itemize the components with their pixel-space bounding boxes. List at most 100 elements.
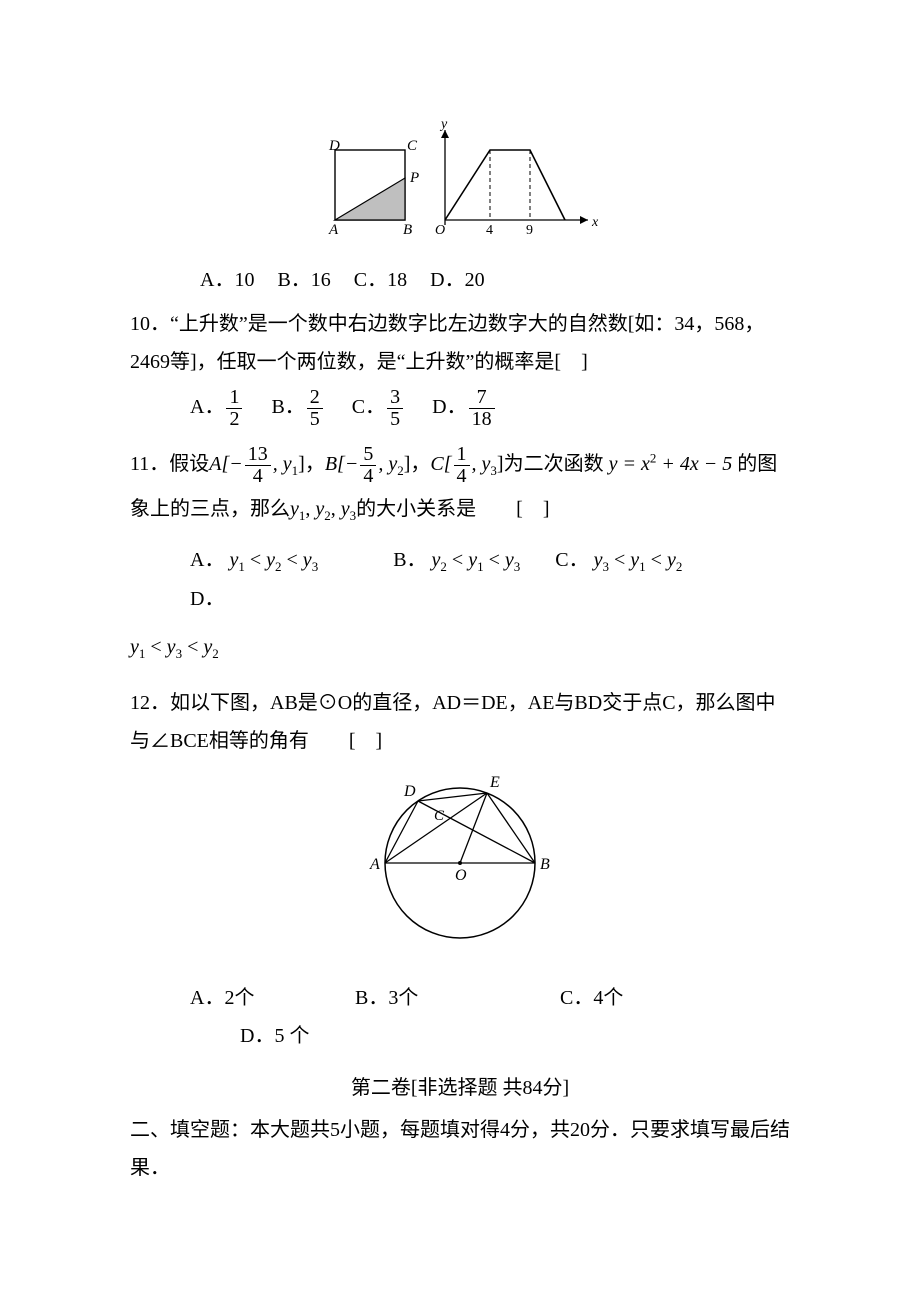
q10-A-lead: A．	[190, 396, 224, 418]
q11-extra-line: y1 < y3 < y2	[130, 628, 790, 667]
q11-oC3: y	[667, 549, 676, 571]
label-D: D	[328, 138, 340, 154]
label-y: y	[439, 120, 448, 132]
q9-options: A．10 B．16 C．18 D．20	[130, 261, 790, 299]
q12-opt-C: C．4个	[560, 979, 623, 1017]
q11-C-r: , y	[472, 453, 491, 475]
q11-oA-lt2: <	[282, 549, 303, 571]
q11-A-frac: 134	[245, 444, 271, 487]
q11-ex-s3: 2	[212, 646, 219, 661]
tick-9: 9	[526, 223, 533, 238]
q10-C-lead: C．	[352, 396, 385, 418]
q10-opt-D: D．718	[432, 387, 496, 430]
q10-options: A．12 B．25 C．35 D．718	[130, 387, 790, 430]
q11-oA2: y	[266, 549, 275, 571]
q10-A-frac: 12	[226, 387, 242, 430]
q10-D-num: 7	[469, 387, 495, 409]
q11-oC-s3: 2	[676, 559, 683, 574]
q12-stem: 12．如以下图，AB是⊙O的直径，AD＝DE，AE与BD交于点C，那么图中与∠B…	[130, 684, 790, 760]
q10-A-num: 1	[226, 387, 242, 409]
q12-circle-svg: A B O D E C	[345, 768, 575, 958]
q11-oB-lt1: <	[447, 549, 468, 571]
q10-B-frac: 25	[307, 387, 323, 430]
label-O: O	[455, 867, 467, 884]
q11-oC1: y	[594, 549, 603, 571]
q11-opt-D: D．	[190, 588, 224, 610]
q10-B-den: 5	[307, 409, 323, 430]
q9-opt-B: B．16	[277, 261, 330, 299]
q11-opt-B: B． y2 < y1 < y3	[393, 549, 525, 571]
q11-B-l: B[−	[325, 453, 359, 475]
tick-4: 4	[486, 223, 493, 238]
label-x: x	[591, 215, 599, 230]
q11-C-frac: 14	[454, 444, 470, 487]
q9-graph-svg: y x O 4 9	[430, 120, 605, 240]
q11-A-l: A[−	[209, 453, 243, 475]
q10-B-num: 2	[307, 387, 323, 409]
q12-opt-D: D．5 个	[240, 1017, 309, 1055]
q12-opt-A: A．2个	[190, 979, 350, 1017]
q11-oA1: y	[229, 549, 238, 571]
label-O: O	[435, 223, 445, 238]
q9-opt-A: A．10	[200, 261, 254, 299]
q10-A-den: 2	[226, 409, 242, 430]
label-P: P	[409, 170, 419, 186]
q11-B-r: , y	[378, 453, 397, 475]
label-E: E	[489, 774, 500, 791]
q11-oC-lt2: <	[646, 549, 667, 571]
q11-B-num: 5	[360, 444, 376, 466]
q11-B-frac: 54	[360, 444, 376, 487]
q11-oC-lead: C．	[555, 549, 588, 571]
q11-oA-lt1: <	[245, 549, 266, 571]
q10-stem: 10．“上升数”是一个数中右边数字比左边数字大的自然数[如：34，568，246…	[130, 305, 790, 381]
q11-tail1: 为二次函数	[504, 453, 604, 475]
label-C: C	[407, 138, 418, 154]
q11-oB2: y	[468, 549, 477, 571]
q10-C-num: 3	[387, 387, 403, 409]
q9-opt-D: D．20	[430, 261, 484, 299]
q11-oB3: y	[505, 549, 514, 571]
q11-y2: y	[315, 498, 324, 520]
q11-A-num: 13	[245, 444, 271, 466]
q11-oA3: y	[303, 549, 312, 571]
q11-ex-lt2: <	[182, 636, 203, 658]
q11-C-close: ]	[497, 453, 504, 475]
q11-ex2: y	[167, 636, 176, 658]
q11-C-l: C[	[430, 453, 451, 475]
q11-C-den: 4	[454, 466, 470, 487]
q11-oD-lead: D．	[190, 588, 224, 610]
part2-fill: 二、填空题：本大题共5小题，每题填对得4分，共20分．只要求填写最后结果．	[130, 1111, 790, 1187]
part2-title: 第二卷[非选择题 共84分]	[130, 1069, 790, 1107]
label-A: A	[328, 222, 339, 238]
q10-D-den: 18	[469, 409, 495, 430]
q10-B-lead: B．	[271, 396, 304, 418]
q11-tail3: 的大小关系是 [ ]	[356, 498, 549, 520]
q9-opt-C: C．18	[354, 261, 407, 299]
label-D: D	[403, 783, 416, 800]
q11-C-num: 1	[454, 444, 470, 466]
q11-A-r: , y	[273, 453, 292, 475]
q9-figure-row: D C P A B y x O 4 9	[130, 120, 790, 253]
q11-ex-lt1: <	[145, 636, 166, 658]
q11-opt-A: A． y1 < y2 < y3	[190, 549, 323, 571]
q12-opt-B: B．3个	[355, 979, 555, 1017]
q10-C-frac: 35	[387, 387, 403, 430]
q11-sep2: ，	[410, 453, 430, 475]
q11-B-den: 4	[360, 466, 376, 487]
q11-y3: y	[341, 498, 350, 520]
q11-c1: ,	[305, 498, 315, 520]
q11-oB-s3: 3	[514, 559, 521, 574]
q10-opt-C: C．35	[352, 387, 405, 430]
q10-opt-B: B．25	[271, 387, 324, 430]
q11-func-tail: + 4x − 5	[656, 453, 732, 475]
q11-oA-s3: 3	[312, 559, 319, 574]
q11-ex3: y	[203, 636, 212, 658]
q11-oB-lt2: <	[484, 549, 505, 571]
label-B: B	[540, 856, 550, 873]
label-A: A	[369, 856, 380, 873]
label-B: B	[403, 222, 412, 238]
label-Cpt: C	[434, 808, 445, 824]
q9-square-svg: D C P A B	[315, 130, 425, 240]
q11-stem: 11．假设A[−134, y1]，B[−54, y2]，C[14, y3]为二次…	[130, 442, 790, 531]
q12-options: A．2个 B．3个 C．4个	[130, 979, 790, 1017]
